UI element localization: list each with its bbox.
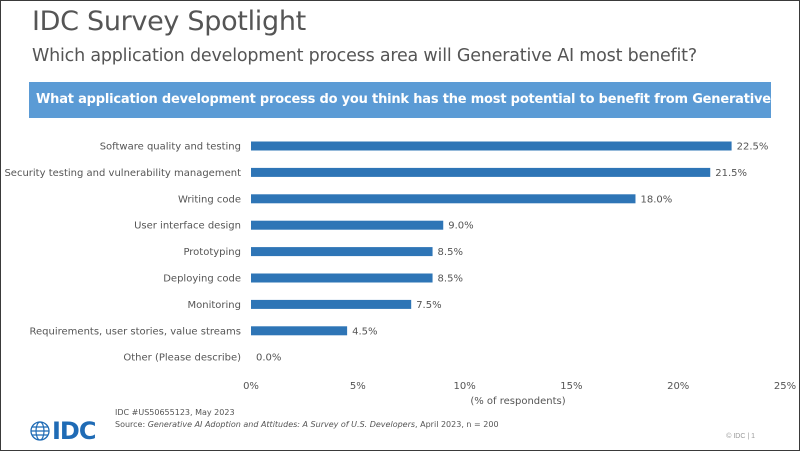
x-tick-label: 5%	[350, 381, 366, 392]
category-label: Requirements, user stories, value stream…	[30, 326, 241, 337]
data-label: 22.5%	[737, 142, 769, 153]
source-prefix: Source:	[115, 420, 148, 429]
x-tick-label: 0%	[243, 381, 259, 392]
data-label: 21.5%	[715, 168, 747, 179]
x-tick-label: 10%	[453, 381, 475, 392]
slide-subtitle: Which application development process ar…	[32, 46, 697, 66]
bar	[251, 141, 732, 151]
logo-wordmark: IDC	[52, 417, 96, 445]
data-label: 8.5%	[438, 274, 463, 285]
x-tick-label: 15%	[560, 381, 582, 392]
source-note: Source: Generative AI Adoption and Attit…	[115, 420, 499, 429]
category-label: Monitoring	[188, 300, 241, 311]
document-id: IDC #US50655123, May 2023	[115, 408, 235, 417]
bar	[251, 273, 433, 283]
bar	[251, 326, 348, 336]
idc-logo: IDC	[30, 417, 96, 445]
category-label: Writing code	[178, 194, 241, 205]
question-banner: What application development process do …	[29, 82, 771, 143]
category-label: Deploying code	[163, 274, 241, 285]
data-label: 18.0%	[640, 194, 672, 205]
bar	[251, 167, 711, 177]
data-label: 0.0%	[256, 353, 281, 364]
category-label: Software quality and testing	[100, 142, 241, 153]
category-label: User interface design	[134, 221, 241, 232]
data-label: 7.5%	[416, 300, 441, 311]
data-label: 8.5%	[438, 247, 463, 258]
bar	[251, 194, 636, 204]
bar	[251, 220, 444, 230]
source-title: Generative AI Adoption and Attitudes: A …	[147, 420, 416, 429]
bar	[251, 299, 412, 309]
category-label: Prototyping	[183, 247, 241, 258]
copyright-page: © IDC | 1	[726, 433, 755, 440]
category-label: Security testing and vulnerability manag…	[4, 168, 241, 179]
x-axis-label: (% of respondents)	[470, 396, 565, 407]
x-tick-label: 20%	[667, 381, 689, 392]
globe-icon	[30, 421, 50, 441]
bar	[251, 247, 433, 257]
category-label: Other (Please describe)	[123, 353, 241, 364]
data-label: 9.0%	[448, 221, 473, 232]
source-suffix: , April 2023, n = 200	[415, 420, 499, 429]
x-tick-label: 25%	[774, 381, 796, 392]
slide-title: IDC Survey Spotlight	[32, 6, 306, 37]
data-label: 4.5%	[352, 326, 377, 337]
